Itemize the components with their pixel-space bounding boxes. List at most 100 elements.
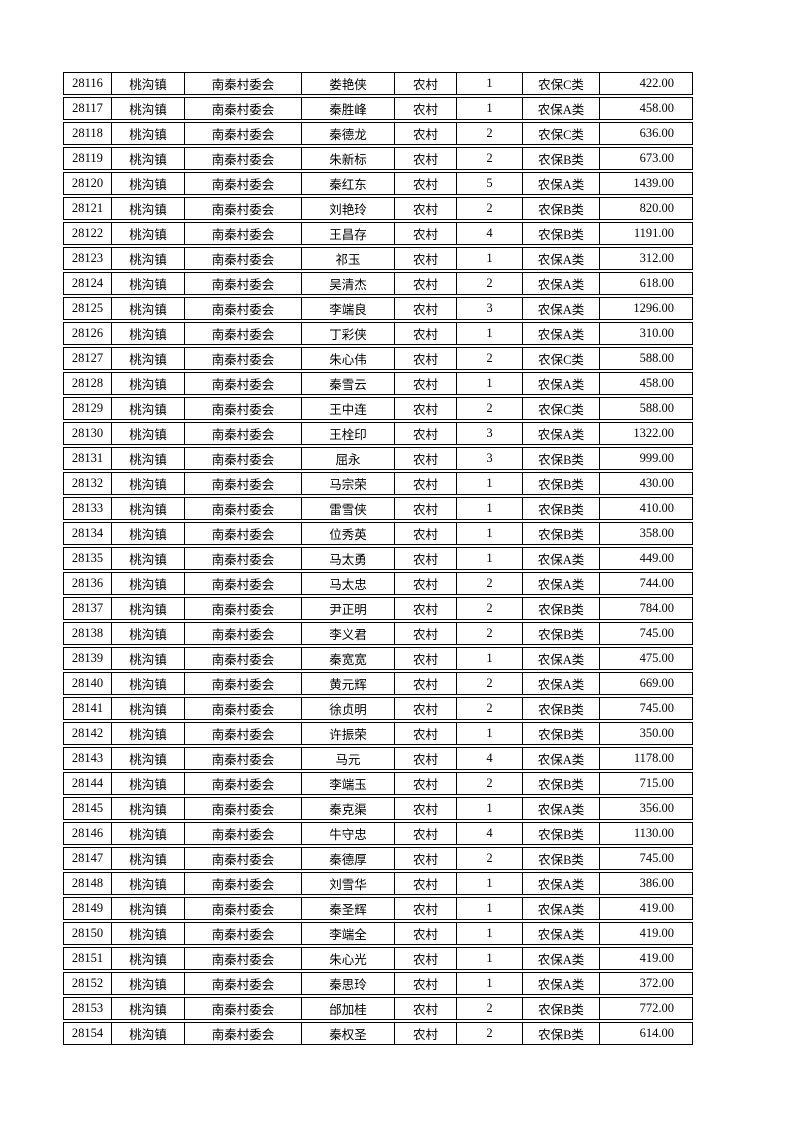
- cell-committee: 南秦村委会: [185, 97, 302, 120]
- cell-town: 桃沟镇: [112, 497, 185, 520]
- cell-category: 农保B类: [523, 622, 600, 645]
- cell-count: 1: [457, 922, 523, 945]
- cell-residence: 农村: [395, 222, 457, 245]
- cell-id: 28151: [63, 947, 112, 970]
- table-row: 28150 桃沟镇 南秦村委会 李端全 农村 1 农保A类 419.00: [63, 922, 693, 945]
- cell-name: 黄元辉: [302, 672, 395, 695]
- cell-id: 28153: [63, 997, 112, 1020]
- cell-committee: 南秦村委会: [185, 597, 302, 620]
- cell-committee: 南秦村委会: [185, 897, 302, 920]
- cell-residence: 农村: [395, 622, 457, 645]
- cell-committee: 南秦村委会: [185, 1022, 302, 1045]
- table-row: 28136 桃沟镇 南秦村委会 马太忠 农村 2 农保A类 744.00: [63, 572, 693, 595]
- cell-count: 2: [457, 397, 523, 420]
- cell-committee: 南秦村委会: [185, 547, 302, 570]
- cell-residence: 农村: [395, 747, 457, 770]
- cell-name: 尹正明: [302, 597, 395, 620]
- cell-name: 马宗荣: [302, 472, 395, 495]
- table-row: 28147 桃沟镇 南秦村委会 秦德厚 农村 2 农保B类 745.00: [63, 847, 693, 870]
- cell-committee: 南秦村委会: [185, 247, 302, 270]
- cell-residence: 农村: [395, 997, 457, 1020]
- cell-id: 28134: [63, 522, 112, 545]
- cell-committee: 南秦村委会: [185, 647, 302, 670]
- cell-count: 2: [457, 122, 523, 145]
- cell-committee: 南秦村委会: [185, 722, 302, 745]
- cell-amount: 356.00: [600, 797, 693, 820]
- table-row: 28151 桃沟镇 南秦村委会 朱心光 农村 1 农保A类 419.00: [63, 947, 693, 970]
- table-row: 28127 桃沟镇 南秦村委会 朱心伟 农村 2 农保C类 588.00: [63, 347, 693, 370]
- cell-town: 桃沟镇: [112, 547, 185, 570]
- cell-amount: 744.00: [600, 572, 693, 595]
- cell-name: 朱心伟: [302, 347, 395, 370]
- cell-id: 28143: [63, 747, 112, 770]
- cell-category: 农保A类: [523, 647, 600, 670]
- cell-name: 秦权圣: [302, 1022, 395, 1045]
- cell-count: 2: [457, 622, 523, 645]
- cell-count: 1: [457, 247, 523, 270]
- cell-town: 桃沟镇: [112, 647, 185, 670]
- cell-name: 马元: [302, 747, 395, 770]
- cell-town: 桃沟镇: [112, 222, 185, 245]
- table-row: 28122 桃沟镇 南秦村委会 王昌存 农村 4 农保B类 1191.00: [63, 222, 693, 245]
- cell-town: 桃沟镇: [112, 347, 185, 370]
- cell-name: 李端玉: [302, 772, 395, 795]
- cell-committee: 南秦村委会: [185, 972, 302, 995]
- cell-name: 刘雪华: [302, 872, 395, 895]
- cell-name: 秦红东: [302, 172, 395, 195]
- cell-town: 桃沟镇: [112, 372, 185, 395]
- cell-amount: 458.00: [600, 372, 693, 395]
- cell-committee: 南秦村委会: [185, 797, 302, 820]
- cell-id: 28148: [63, 872, 112, 895]
- cell-residence: 农村: [395, 172, 457, 195]
- cell-count: 2: [457, 572, 523, 595]
- cell-town: 桃沟镇: [112, 972, 185, 995]
- cell-town: 桃沟镇: [112, 172, 185, 195]
- cell-count: 1: [457, 522, 523, 545]
- table-row: 28140 桃沟镇 南秦村委会 黄元辉 农村 2 农保A类 669.00: [63, 672, 693, 695]
- cell-amount: 588.00: [600, 347, 693, 370]
- cell-residence: 农村: [395, 72, 457, 95]
- cell-id: 28140: [63, 672, 112, 695]
- cell-name: 李义君: [302, 622, 395, 645]
- cell-id: 28127: [63, 347, 112, 370]
- cell-residence: 农村: [395, 697, 457, 720]
- cell-town: 桃沟镇: [112, 597, 185, 620]
- cell-committee: 南秦村委会: [185, 347, 302, 370]
- cell-category: 农保B类: [523, 222, 600, 245]
- cell-town: 桃沟镇: [112, 297, 185, 320]
- cell-name: 秦圣辉: [302, 897, 395, 920]
- cell-town: 桃沟镇: [112, 797, 185, 820]
- cell-town: 桃沟镇: [112, 272, 185, 295]
- cell-count: 5: [457, 172, 523, 195]
- cell-category: 农保B类: [523, 1022, 600, 1045]
- cell-count: 3: [457, 447, 523, 470]
- cell-count: 1: [457, 947, 523, 970]
- cell-committee: 南秦村委会: [185, 772, 302, 795]
- cell-residence: 农村: [395, 122, 457, 145]
- cell-town: 桃沟镇: [112, 622, 185, 645]
- cell-residence: 农村: [395, 897, 457, 920]
- cell-id: 28124: [63, 272, 112, 295]
- cell-committee: 南秦村委会: [185, 397, 302, 420]
- cell-town: 桃沟镇: [112, 147, 185, 170]
- cell-residence: 农村: [395, 472, 457, 495]
- cell-name: 李端全: [302, 922, 395, 945]
- cell-name: 秦德厚: [302, 847, 395, 870]
- cell-count: 3: [457, 297, 523, 320]
- cell-count: 2: [457, 347, 523, 370]
- cell-residence: 农村: [395, 872, 457, 895]
- cell-amount: 410.00: [600, 497, 693, 520]
- cell-amount: 1130.00: [600, 822, 693, 845]
- cell-category: 农保B类: [523, 722, 600, 745]
- cell-residence: 农村: [395, 422, 457, 445]
- table-row: 28143 桃沟镇 南秦村委会 马元 农村 4 农保A类 1178.00: [63, 747, 693, 770]
- table-row: 28146 桃沟镇 南秦村委会 牛守忠 农村 4 农保B类 1130.00: [63, 822, 693, 845]
- cell-category: 农保A类: [523, 947, 600, 970]
- cell-committee: 南秦村委会: [185, 572, 302, 595]
- cell-id: 28121: [63, 197, 112, 220]
- cell-category: 农保C类: [523, 397, 600, 420]
- cell-amount: 999.00: [600, 447, 693, 470]
- cell-count: 1: [457, 972, 523, 995]
- cell-name: 牛守忠: [302, 822, 395, 845]
